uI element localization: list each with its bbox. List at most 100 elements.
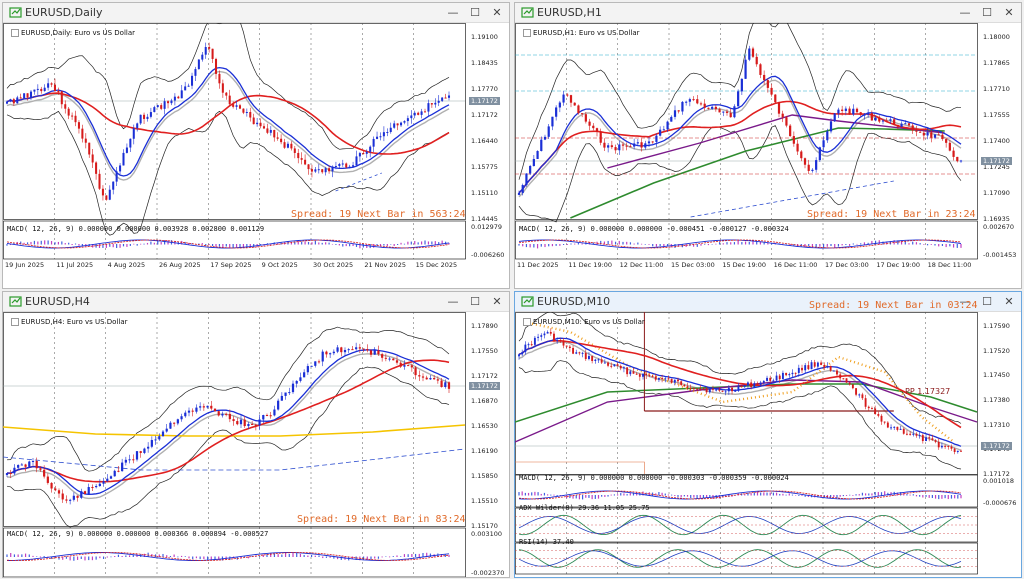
minimize-button[interactable]: — [959, 295, 971, 308]
candle-body [146, 116, 149, 119]
macd-histogram-bar [177, 556, 179, 558]
macd-histogram-bar [938, 244, 940, 247]
macd-histogram-bar [277, 243, 279, 245]
candle-body [750, 382, 753, 388]
candle-body [46, 476, 49, 483]
candle-body [529, 165, 532, 174]
macd-histogram-bar [733, 242, 736, 245]
candle-body [925, 437, 927, 442]
macd-histogram-bar [321, 242, 323, 245]
y-axis-tick: 1.17450 [983, 371, 1010, 380]
price-chart[interactable] [3, 312, 509, 577]
macd-histogram-bar [431, 241, 433, 245]
macd-histogram-bar [919, 243, 921, 245]
candle-body [306, 366, 309, 373]
window-titlebar[interactable]: EURUSD,H1 — ☐ ✕ [515, 3, 1021, 23]
macd-histogram-bar [92, 244, 94, 248]
x-axis-tick: 11 Jul 2025 [56, 261, 94, 269]
macd-histogram-bar [91, 556, 94, 561]
red-moving-average [6, 359, 450, 483]
candle-body [154, 439, 157, 441]
macd-histogram-bar [616, 494, 619, 496]
candle-body [915, 433, 918, 436]
candle-body [950, 446, 953, 449]
macd-histogram-bar [160, 242, 162, 245]
candle-body [256, 122, 259, 125]
symbol-checkbox[interactable] [523, 318, 531, 326]
maximize-button[interactable]: ☐ [982, 6, 992, 19]
candle-body [54, 488, 57, 491]
candle-body [540, 139, 543, 152]
maximize-button[interactable]: ☐ [470, 295, 480, 308]
candle-body [98, 483, 101, 486]
candle-body [40, 88, 43, 92]
macd-histogram-bar [756, 491, 759, 496]
candle-body [555, 107, 558, 117]
macd-histogram-bar [696, 495, 698, 499]
candle-body [437, 100, 440, 103]
candle-body [106, 478, 109, 482]
y-axis-tick: 1.17865 [983, 59, 1010, 67]
window-titlebar[interactable]: EURUSD,H4 — ☐ ✕ [3, 292, 509, 312]
candle-body [792, 136, 795, 144]
macd-histogram-bar [585, 495, 587, 498]
candle-body [952, 150, 955, 157]
macd-histogram-bar [396, 555, 398, 557]
candle-body [276, 137, 279, 139]
price-chart[interactable] [515, 23, 1021, 288]
candle-body [696, 99, 699, 104]
y-axis-tick: 1.17520 [983, 346, 1010, 355]
x-axis-tick: 17 Dec 22:00 [620, 576, 664, 577]
chart-window-h1[interactable]: EURUSD,H1 — ☐ ✕ EURUSD,H1: Euro vs US Do… [514, 2, 1022, 289]
close-button[interactable]: ✕ [1004, 295, 1014, 308]
macd-histogram-bar [711, 244, 713, 245]
chart-window-h4[interactable]: EURUSD,H4 — ☐ ✕ EURUSD,H4: Euro vs US Do… [2, 291, 510, 578]
macd-histogram-bar [915, 242, 918, 245]
maximize-button[interactable]: ☐ [982, 295, 992, 308]
macd-histogram-bar [349, 244, 351, 247]
maximize-button[interactable]: ☐ [470, 6, 480, 19]
candle-body [810, 362, 813, 370]
candle-body [781, 372, 784, 380]
minimize-button[interactable]: — [447, 295, 459, 308]
candle-body [692, 388, 695, 390]
macd-histogram-bar [607, 240, 609, 245]
chart-window-daily[interactable]: EURUSD,Daily — ☐ ✕ EURUSD,Daily: Euro vs… [2, 2, 510, 289]
candle-body [818, 147, 821, 161]
macd-histogram-bar [600, 240, 602, 245]
close-button[interactable]: ✕ [492, 295, 502, 308]
blue-moving-average [6, 66, 450, 177]
chart-window-m10[interactable]: EURUSD,M10 — ☐ ✕ EURUSD,M10: Euro vs US … [514, 291, 1022, 578]
macd-histogram-bar [750, 493, 752, 496]
macd-histogram-bar [307, 241, 310, 245]
macd-histogram-bar [759, 241, 762, 245]
macd-histogram-bar [377, 556, 380, 559]
macd-histogram-bar [556, 495, 558, 497]
macd-histogram-bar [205, 244, 207, 246]
candle-body [160, 105, 163, 109]
price-chart[interactable] [3, 23, 509, 288]
current-price-tag: 1.17172 [981, 442, 1012, 450]
candle-body [28, 461, 31, 467]
symbol-checkbox[interactable] [11, 318, 19, 326]
close-button[interactable]: ✕ [492, 6, 502, 19]
candle-body [670, 378, 673, 383]
minimize-button[interactable]: — [959, 6, 971, 19]
macd-pane-frame [3, 527, 466, 577]
symbol-checkbox[interactable] [523, 29, 531, 37]
minimize-button[interactable]: — [447, 6, 459, 19]
macd-histogram-bar [143, 243, 145, 245]
window-titlebar[interactable]: EURUSD,Daily — ☐ ✕ [3, 3, 509, 23]
price-chart[interactable] [515, 312, 1021, 577]
candle-body [76, 495, 79, 498]
macd-histogram-bar [581, 495, 584, 500]
y-axis-tick: 1.15110 [471, 189, 498, 197]
close-button[interactable]: ✕ [1004, 6, 1014, 19]
candle-body [588, 121, 591, 126]
macd-histogram-bar [622, 241, 624, 245]
candle-body [521, 352, 524, 355]
symbol-checkbox[interactable] [11, 29, 19, 37]
window-titlebar[interactable]: EURUSD,M10 — ☐ ✕ [515, 292, 1021, 312]
macd-histogram-bar [659, 244, 661, 246]
candle-body [173, 422, 176, 424]
